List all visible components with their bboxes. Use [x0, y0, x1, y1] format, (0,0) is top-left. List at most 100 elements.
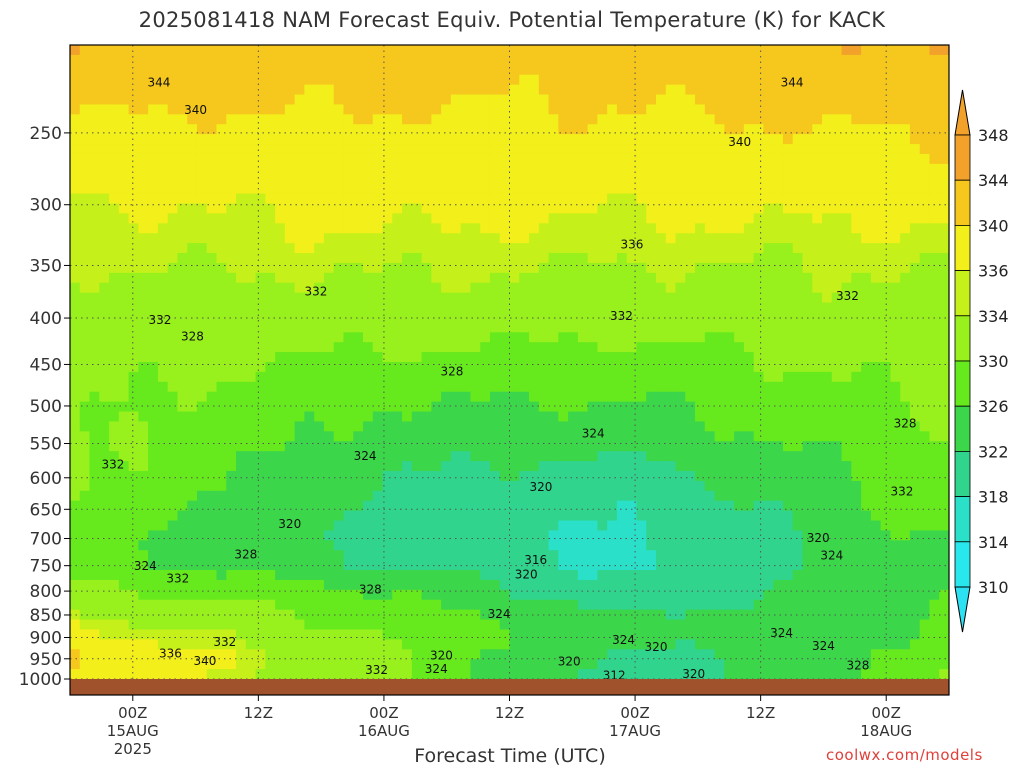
field-cell — [148, 352, 159, 363]
field-cell — [148, 570, 159, 581]
field-cell — [919, 183, 931, 195]
field-cell — [314, 391, 325, 403]
field-cell — [919, 530, 931, 541]
field-cell — [206, 540, 218, 551]
field-cell — [118, 530, 130, 541]
field-cell — [118, 371, 130, 383]
field-cell — [255, 510, 266, 522]
field-cell — [265, 223, 276, 234]
field-cell — [157, 589, 169, 601]
field-cell — [187, 183, 198, 195]
field-cell — [509, 431, 520, 442]
field-cell — [333, 173, 345, 185]
field-cell — [636, 282, 647, 294]
field-cell — [284, 253, 296, 264]
field-cell — [216, 54, 227, 66]
field-cell — [392, 530, 403, 541]
field-cell — [646, 45, 657, 56]
field-cell — [128, 411, 139, 423]
field-cell — [782, 64, 794, 76]
field-cell — [743, 183, 755, 195]
field-cell — [909, 352, 921, 363]
field-cell — [138, 282, 149, 294]
field-cell — [743, 114, 755, 125]
field-cell — [851, 243, 862, 254]
field-cell — [314, 411, 325, 423]
field-cell — [450, 461, 462, 472]
field-cell — [196, 371, 208, 383]
field-cell — [118, 421, 130, 432]
field-cell — [734, 500, 745, 512]
field-cell — [79, 312, 91, 323]
field-cell — [382, 520, 393, 532]
field-cell — [568, 480, 579, 492]
field-cell — [89, 342, 100, 353]
field-cell — [900, 233, 911, 244]
field-cell — [900, 530, 911, 541]
field-cell — [939, 530, 949, 541]
field-cell — [597, 342, 608, 353]
field-cell — [724, 302, 735, 314]
field-cell — [529, 470, 540, 482]
field-cell — [880, 104, 891, 115]
field-cell — [841, 45, 852, 56]
field-cell — [450, 74, 462, 86]
field-cell — [392, 54, 403, 66]
field-cell — [450, 381, 462, 393]
field-cell — [636, 272, 647, 284]
field-cell — [900, 262, 911, 274]
field-cell — [275, 352, 286, 363]
field-cell — [216, 560, 227, 571]
field-cell — [656, 312, 667, 323]
field-cell — [870, 45, 882, 56]
field-cell — [421, 74, 432, 86]
field-cell — [616, 371, 628, 383]
field-cell — [763, 203, 774, 215]
field-cell — [323, 45, 335, 56]
field-cell — [431, 134, 442, 145]
field-cell — [685, 322, 696, 333]
field-cell — [450, 520, 462, 532]
field-cell — [245, 540, 257, 551]
field-cell — [822, 520, 833, 532]
field-cell — [138, 510, 149, 522]
field-cell — [304, 203, 315, 215]
field-cell — [480, 550, 491, 561]
field-cell — [118, 480, 130, 492]
field-cell — [782, 371, 794, 383]
field-cell — [656, 272, 667, 284]
field-cell — [284, 272, 296, 284]
field-cell — [558, 421, 569, 432]
field-cell — [841, 124, 852, 135]
field-cell — [363, 470, 374, 482]
field-cell — [187, 550, 198, 561]
field-cell — [363, 391, 374, 403]
field-cell — [480, 302, 491, 314]
field-cell — [392, 312, 403, 323]
field-cell — [402, 163, 413, 175]
field-cell — [333, 371, 345, 383]
field-cell — [216, 312, 227, 323]
field-cell — [353, 500, 364, 512]
field-cell — [167, 173, 179, 185]
field-cell — [763, 362, 774, 373]
field-cell — [372, 421, 384, 432]
field-cell — [441, 441, 452, 452]
field-cell — [792, 570, 804, 581]
field-cell — [773, 74, 784, 86]
field-cell — [304, 74, 315, 86]
field-cell — [79, 302, 91, 314]
field-cell — [441, 560, 452, 571]
field-cell — [861, 421, 872, 432]
field-cell — [822, 470, 833, 482]
field-cell — [411, 144, 423, 155]
field-cell — [177, 570, 188, 581]
field-cell — [333, 94, 345, 106]
field-cell — [89, 243, 100, 254]
field-cell — [587, 183, 598, 195]
field-cell — [79, 173, 91, 185]
field-cell — [763, 510, 774, 522]
field-cell — [470, 322, 481, 333]
field-cell — [284, 441, 296, 452]
field-cell — [636, 84, 647, 96]
